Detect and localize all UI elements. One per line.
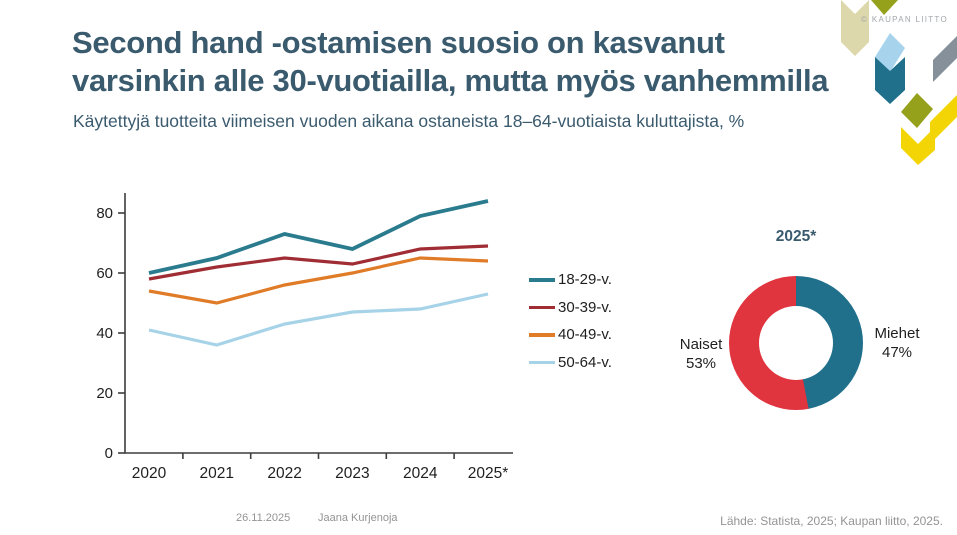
- series-line-18-29-v.: [148, 199, 489, 275]
- y-tick-label: 40: [96, 325, 113, 342]
- legend-label: 50-64-v.: [558, 353, 612, 371]
- title-line-1: Second hand -ostamisen suosio on kasvanu…: [72, 25, 725, 60]
- y-tick-label: 20: [96, 385, 113, 402]
- copyright-note: © KAUPAN LIITTO: [861, 15, 948, 24]
- donut-label-right: Miehet 47%: [857, 324, 937, 362]
- triangle-olive-shape: [871, 0, 898, 15]
- footer-source: Lähde: Statista, 2025; Kaupan liitto, 20…: [720, 514, 943, 528]
- y-tick-label: 60: [96, 265, 113, 282]
- band-yellow-shape: [901, 95, 957, 165]
- x-tick-label: 2024: [403, 465, 438, 482]
- band-gray-shape: [933, 36, 957, 82]
- x-tick-label: 2022: [267, 465, 301, 482]
- diamond-blue-shape: [875, 33, 905, 72]
- legend-swatch: [529, 360, 555, 364]
- footer-date: 26.11.2025: [236, 512, 291, 524]
- donut-slice-value: 47%: [881, 344, 913, 361]
- x-tick-label: 2025*: [468, 465, 509, 482]
- donut-chart: [729, 276, 863, 410]
- series-line-30-39-v.: [148, 244, 489, 281]
- page-subtitle: Käytettyjä tuotteita viimeisen vuoden ai…: [73, 111, 745, 131]
- chevron-teal-shape: [875, 57, 905, 104]
- page-title: Second hand -ostamisen suosio on kasvanu…: [72, 24, 829, 100]
- legend-swatch: [529, 278, 555, 282]
- legend-swatch: [529, 305, 555, 309]
- chevron-khaki-shape: [841, 0, 869, 56]
- legend-label: 40-49-v.: [558, 326, 612, 344]
- y-tick-label: 0: [105, 445, 113, 462]
- legend-swatch: [529, 333, 555, 337]
- diamond-olive-shape: [901, 93, 933, 128]
- legend-item-40-49-v.: 40-49-v.: [529, 321, 612, 349]
- chart-legend: 18-29-v. 30-39-v. 40-49-v. 50-64-v.: [529, 266, 612, 376]
- donut-slice-name: Miehet: [874, 325, 920, 342]
- donut-hole: [759, 306, 833, 380]
- y-tick-label: 80: [96, 205, 113, 222]
- line-chart: 0 20 40 60 80 2020 2021 2022 2023 2024 2025*: [96, 193, 513, 482]
- series-line-40-49-v.: [148, 256, 489, 305]
- kaupan-liitto-logo-pattern: [841, 0, 957, 165]
- x-tick-label: 2023: [335, 465, 369, 482]
- footer-author: Jaana Kurjenoja: [318, 512, 398, 524]
- series-line-50-64-v.: [148, 292, 489, 347]
- legend-label: 18-29-v.: [558, 271, 612, 289]
- legend-item-30-39-v.: 30-39-v.: [529, 294, 612, 322]
- legend-item-18-29-v.: 18-29-v.: [529, 266, 612, 294]
- donut-label-left: Naiset 53%: [667, 335, 735, 373]
- donut-slice-name: Naiset: [679, 336, 723, 353]
- x-tick-label: 2021: [200, 465, 234, 482]
- x-tick-label: 2020: [132, 465, 167, 482]
- title-line-2: varsinkin alle 30-vuotiailla, mutta myös…: [72, 63, 829, 98]
- donut-chart-title: 2025*: [775, 228, 817, 245]
- legend-item-50-64-v.: 50-64-v.: [529, 349, 612, 377]
- donut-slice-value: 53%: [685, 355, 717, 372]
- chart-axes: [124, 193, 513, 454]
- legend-label: 30-39-v.: [558, 298, 612, 316]
